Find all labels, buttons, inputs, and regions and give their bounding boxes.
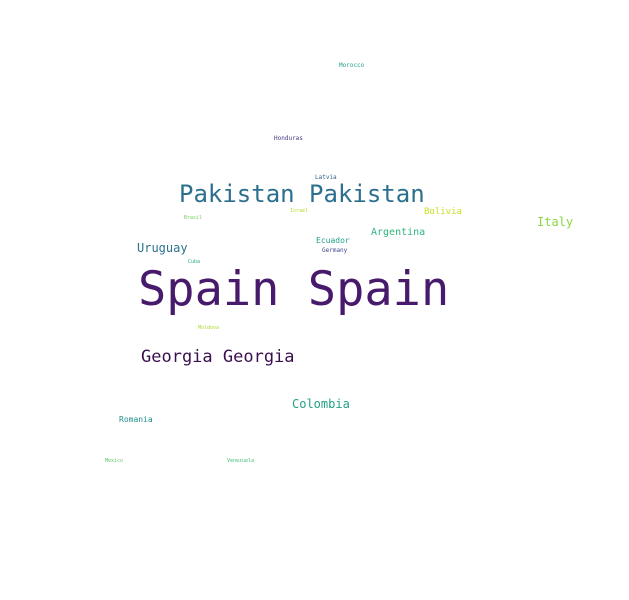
word-spain: Spain Spain (138, 262, 450, 317)
word-georgia: Georgia Georgia (141, 347, 295, 367)
word-mexico: Mexico (105, 458, 124, 464)
word-israel: Israel (290, 208, 309, 214)
word-honduras: Honduras (274, 135, 303, 142)
word-argentina: Argentina (371, 227, 426, 238)
word-germany: Germany (322, 247, 348, 254)
word-brasil: Brasil (184, 215, 203, 221)
word-uruguay: Uruguay (137, 241, 188, 255)
word-venezuela: Venezuela (227, 458, 255, 464)
word-colombia: Colombia (292, 397, 350, 411)
word-morocco: Morocco (339, 62, 365, 69)
word-ecuador: Ecuador (316, 236, 350, 245)
word-latvia: Latvia (315, 174, 337, 181)
word-bolivia: Bolivia (424, 207, 462, 217)
word-moldova: Moldova (198, 325, 220, 331)
word-romania: Romania (119, 415, 153, 424)
word-italy: Italy (537, 215, 574, 229)
word-pakistan: Pakistan Pakistan (179, 180, 425, 208)
word-cuba: Cuba (188, 259, 201, 265)
